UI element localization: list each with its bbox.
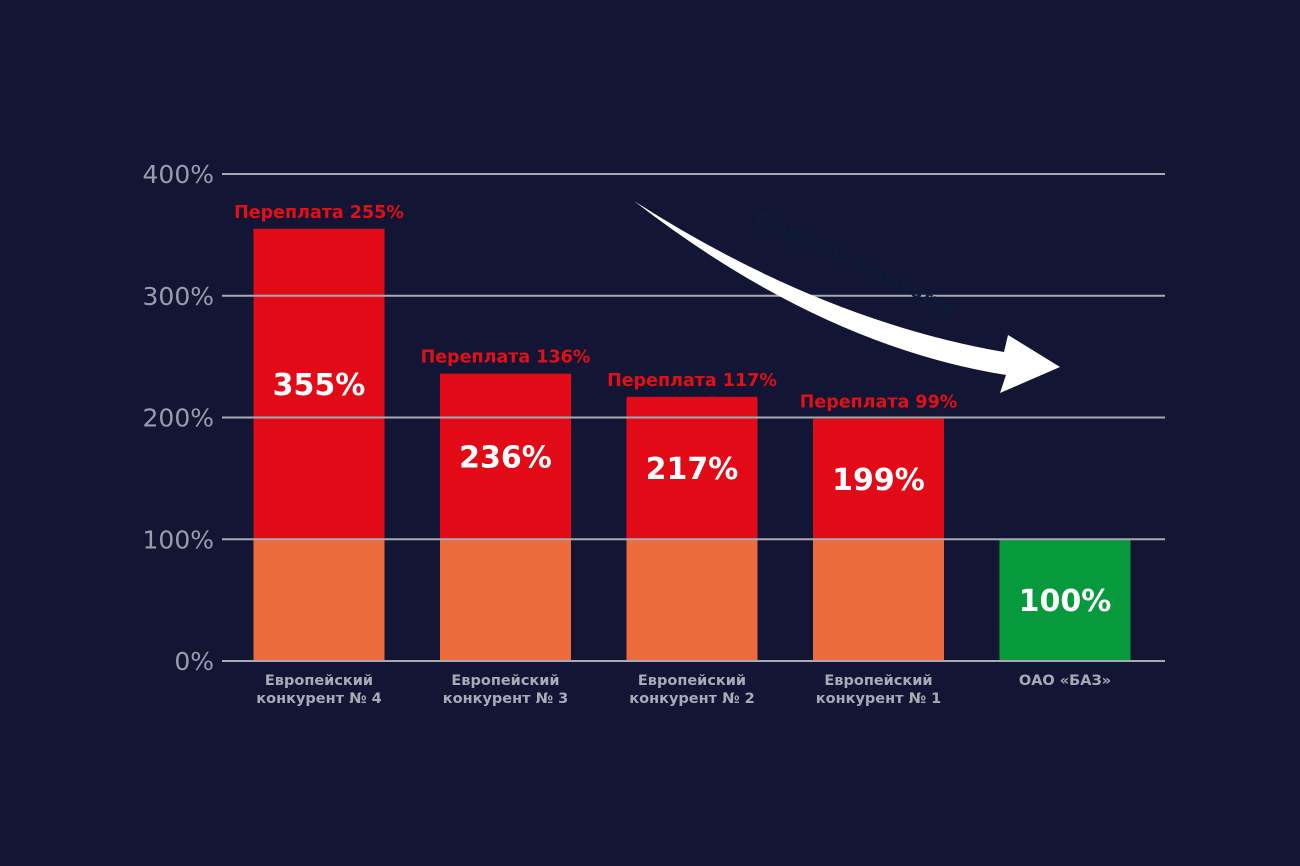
bar-value-label: 236%	[459, 440, 552, 475]
overpayment-label: Переплата 99%	[800, 393, 958, 413]
category-label: Европейский конкурент № 4	[256, 673, 381, 707]
y-tick-label: 300%	[143, 282, 214, 311]
bar-value-label: 199%	[832, 463, 925, 498]
overpayment-label: Переплата 136%	[421, 348, 591, 368]
bars	[253, 228, 1131, 661]
category-label: Европейский конкурент № 2	[629, 673, 754, 707]
bar-overpay-segment	[813, 418, 944, 540]
cost-arrow-annotation: Стоимость обработки	[634, 201, 1060, 393]
y-tick-label: 200%	[143, 404, 214, 433]
bar-overpay-segment	[253, 228, 385, 540]
arrow-icon	[634, 201, 1060, 393]
bar-value-label: 217%	[646, 452, 739, 487]
category-label: Европейский конкурент № 1	[816, 673, 941, 707]
y-tick-label: 0%	[174, 647, 214, 676]
category-label: Европейский конкурент № 3	[443, 673, 568, 707]
y-tick-label: 100%	[143, 525, 214, 554]
bar-baz	[999, 539, 1131, 661]
annotation-label: Стоимость обработки	[751, 208, 957, 318]
overpayment-label: Переплата 255%	[234, 203, 404, 223]
bar-overpay-segment	[440, 373, 571, 540]
bar-base-segment	[626, 539, 758, 661]
overpayment-label: Переплата 117%	[607, 371, 777, 391]
y-tick-label: 400%	[143, 160, 214, 189]
bar-value-label: 355%	[273, 368, 366, 403]
bar-base-segment	[813, 539, 944, 661]
grid: 0% 100% 200% 300% 400%	[143, 160, 1165, 676]
bar-overpay-segment	[626, 396, 758, 540]
labels: 355% Переплата 255% Европейский конкурент №…	[234, 203, 1111, 707]
bar-base-segment	[440, 539, 571, 661]
bar-value-label: 100%	[1019, 584, 1112, 619]
bar-base-segment	[253, 539, 385, 661]
category-label: ОАО «БАЗ»	[1019, 673, 1111, 689]
